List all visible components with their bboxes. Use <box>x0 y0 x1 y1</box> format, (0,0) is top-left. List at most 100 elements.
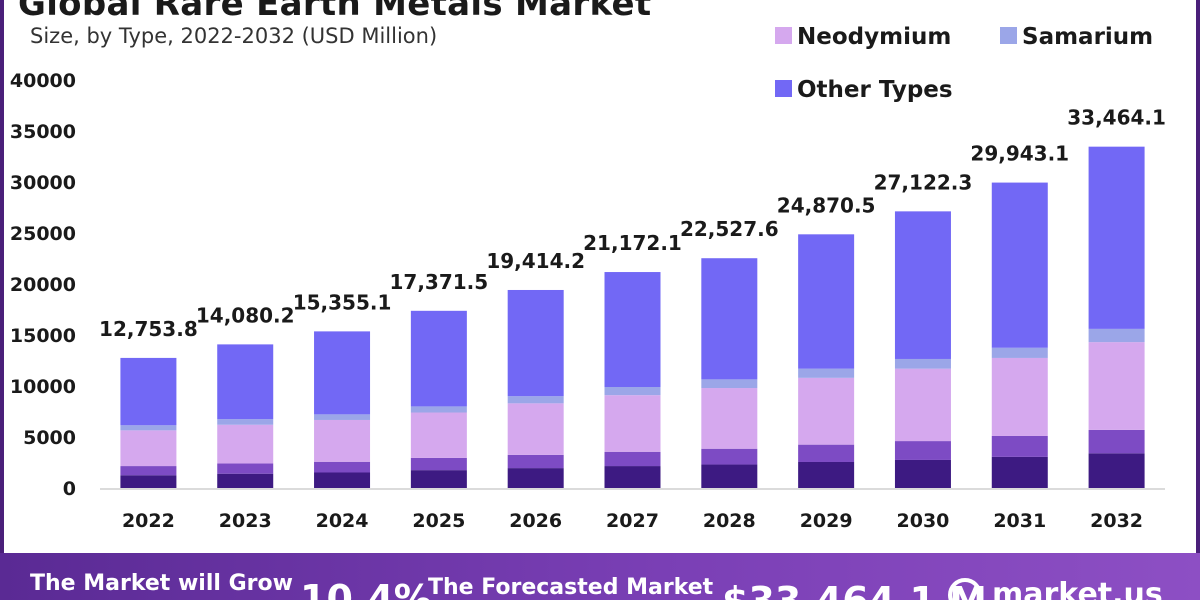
bar-total-label: 14,080.2 <box>196 303 295 327</box>
x-tick-label: 2025 <box>412 510 465 532</box>
bar-segment-neodymium[interactable] <box>604 395 661 452</box>
legend-swatch <box>1000 27 1017 44</box>
brand-text: market.us <box>992 577 1163 600</box>
bar-segment-series-1[interactable] <box>314 472 371 488</box>
y-tick-label: 15000 <box>10 325 76 347</box>
bar-total-label: 15,355.1 <box>293 290 392 314</box>
bar-segment-other-types[interactable] <box>410 310 467 407</box>
x-tick-label: 2030 <box>897 510 950 532</box>
bar-segment-other-types[interactable] <box>1088 146 1145 329</box>
bar-segment-series-1[interactable] <box>894 459 951 488</box>
bar-segment-samarium[interactable] <box>991 347 1048 358</box>
legend-swatch <box>775 27 792 44</box>
chart-subtitle: Size, by Type, 2022-2032 (USD Million) <box>30 24 438 48</box>
bar-segment-series-2[interactable] <box>410 457 467 471</box>
bar-segment-other-types[interactable] <box>991 182 1048 348</box>
legend-label[interactable]: Other Types <box>797 77 953 103</box>
bar-segment-samarium[interactable] <box>217 419 274 425</box>
bar-segment-samarium[interactable] <box>894 358 951 369</box>
bar-segment-series-1[interactable] <box>1088 453 1145 488</box>
bar-segment-series-2[interactable] <box>798 444 855 462</box>
bar-segment-series-2[interactable] <box>1088 429 1145 454</box>
bar-segment-other-types[interactable] <box>217 344 274 420</box>
legend-label[interactable]: Samarium <box>1022 24 1153 50</box>
bar-segment-series-1[interactable] <box>604 466 661 488</box>
bar-segment-samarium[interactable] <box>507 396 564 404</box>
bar-segment-series-2[interactable] <box>507 454 564 469</box>
bar-segment-series-1[interactable] <box>217 473 274 488</box>
bar-segment-series-2[interactable] <box>217 463 274 474</box>
bar-total-label: 24,870.5 <box>777 193 876 217</box>
bar-segment-series-1[interactable] <box>507 468 564 488</box>
bar-segment-series-1[interactable] <box>701 464 758 488</box>
y-tick-label: 20000 <box>10 274 76 296</box>
bar-total-label: 22,527.6 <box>680 217 779 241</box>
bar-segment-series-1[interactable] <box>120 475 177 488</box>
x-tick-label: 2029 <box>800 510 853 532</box>
bar-segment-neodymium[interactable] <box>120 430 177 467</box>
bar-segment-series-2[interactable] <box>120 466 177 476</box>
bar-segment-series-1[interactable] <box>991 456 1048 488</box>
bar-segment-neodymium[interactable] <box>894 368 951 442</box>
y-tick-label: 25000 <box>10 223 76 245</box>
bar-segment-samarium[interactable] <box>120 425 177 431</box>
bar-total-label: 12,753.8 <box>99 317 198 341</box>
y-tick-label: 10000 <box>10 376 76 398</box>
bar-segment-neodymium[interactable] <box>1088 342 1145 430</box>
bar-segment-other-types[interactable] <box>314 331 371 415</box>
legend-swatch <box>775 80 792 97</box>
footer-banner: The Market will Grow 10.4% The Forecaste… <box>0 553 1200 600</box>
bar-segment-series-2[interactable] <box>991 435 1048 457</box>
bar-segment-series-2[interactable] <box>701 448 758 465</box>
footer-forecast-value: $33,464.1 M <box>722 579 987 600</box>
chart-title: Global Rare Earth Metals Market <box>18 0 652 24</box>
bar-segment-samarium[interactable] <box>604 387 661 396</box>
footer-cagr: 10.4% <box>300 577 432 600</box>
bar-segment-neodymium[interactable] <box>701 388 758 449</box>
bar-segment-other-types[interactable] <box>507 289 564 397</box>
bar-segment-samarium[interactable] <box>410 406 467 413</box>
x-tick-label: 2027 <box>606 510 659 532</box>
bar-segment-neodymium[interactable] <box>314 419 371 462</box>
x-tick-label: 2022 <box>122 510 175 532</box>
bar-segment-other-types[interactable] <box>894 211 951 359</box>
footer-grow-text: The Market will Grow <box>30 571 293 596</box>
bar-segment-series-1[interactable] <box>410 470 467 488</box>
bar-total-label: 17,371.5 <box>390 270 489 294</box>
bar-total-label: 33,464.1 <box>1067 106 1166 130</box>
bar-segment-series-2[interactable] <box>604 451 661 467</box>
bar-segment-samarium[interactable] <box>1088 328 1145 343</box>
bar-segment-neodymium[interactable] <box>410 412 467 458</box>
bar-segment-series-1[interactable] <box>798 461 855 488</box>
bar-segment-series-2[interactable] <box>314 461 371 473</box>
stacked-bar-chart: 0 5000 10000 15000 20000 25000 30000 35000 40000… <box>10 24 1166 532</box>
brand-icon <box>948 577 982 600</box>
legend-label[interactable]: Neodymium <box>797 24 951 50</box>
x-tick-label: 2023 <box>219 510 272 532</box>
y-tick-label: 35000 <box>10 121 76 143</box>
x-tick-label: 2024 <box>316 510 369 532</box>
bar-segment-neodymium[interactable] <box>798 377 855 445</box>
bar-total-label: 21,172.1 <box>583 231 682 255</box>
bar-segment-neodymium[interactable] <box>217 424 274 464</box>
x-tick-label: 2028 <box>703 510 756 532</box>
bar-segment-series-2[interactable] <box>894 441 951 460</box>
bar-segment-other-types[interactable] <box>701 258 758 380</box>
bar-segment-samarium[interactable] <box>314 414 371 420</box>
brand-logo[interactable]: market.us <box>948 577 1163 600</box>
bar-segment-other-types[interactable] <box>120 357 177 426</box>
x-tick-label: 2026 <box>509 510 562 532</box>
bar-segment-other-types[interactable] <box>798 234 855 369</box>
footer-forecast-text: The Forecasted Market <box>428 575 714 600</box>
y-tick-label: 0 <box>63 478 76 500</box>
bar-segment-samarium[interactable] <box>701 379 758 389</box>
y-tick-label: 30000 <box>10 172 76 194</box>
bar-segment-neodymium[interactable] <box>991 357 1048 436</box>
bar-total-label: 27,122.3 <box>874 170 973 194</box>
bar-segment-samarium[interactable] <box>798 368 855 378</box>
bar-segment-neodymium[interactable] <box>507 403 564 455</box>
bar-segment-other-types[interactable] <box>604 272 661 388</box>
x-tick-label: 2032 <box>1090 510 1143 532</box>
x-tick-label: 2031 <box>993 510 1046 532</box>
